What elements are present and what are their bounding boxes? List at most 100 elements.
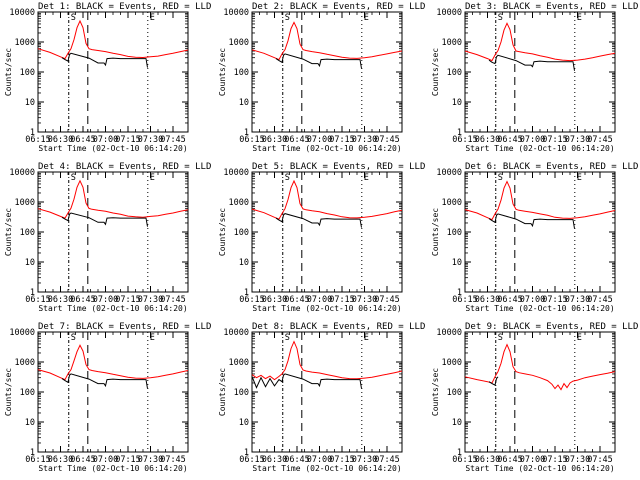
y-tick-label: 100 <box>447 388 462 398</box>
chart-title: Det 7: BLACK = Events, RED = LLD <box>38 322 211 332</box>
x-tick-label: 07:15 <box>329 295 355 305</box>
series-lld <box>37 344 189 381</box>
chart-title: Det 6: BLACK = Events, RED = LLD <box>465 162 638 172</box>
y-axis-label: Counts/sec <box>218 208 227 256</box>
x-tick-label: 07:00 <box>93 295 119 305</box>
x-tick-label: 07:45 <box>587 295 613 305</box>
chart-title: Det 2: BLACK = Events, RED = LLD <box>252 2 425 12</box>
x-tick-label: 06:45 <box>497 295 523 305</box>
y-tick-label: 10 <box>25 98 35 108</box>
x-tick-label: 06:45 <box>70 455 96 465</box>
y-tick-label: 1000 <box>229 198 249 208</box>
plot-frame <box>37 331 189 453</box>
y-tick-label: 100 <box>234 68 249 78</box>
x-tick-label: 07:45 <box>374 455 400 465</box>
x-axis-label: Start Time (02-Oct-10 06:14:20) <box>38 304 187 313</box>
x-tick-label: 07:00 <box>520 295 546 305</box>
x-tick-label: 07:15 <box>329 455 355 465</box>
series-events <box>275 213 362 228</box>
x-tick-label: 07:15 <box>115 455 141 465</box>
series-events <box>61 373 148 389</box>
marker-label: S <box>498 333 503 343</box>
series-events <box>488 213 575 229</box>
chart-title: Det 1: BLACK = Events, RED = LLD <box>38 2 211 12</box>
x-tick-label: 06:45 <box>497 455 523 465</box>
x-tick-label: 07:45 <box>374 135 400 145</box>
chart-title: Det 5: BLACK = Events, RED = LLD <box>252 162 425 172</box>
chart-panel-6: Det 6: BLACK = Events, RED = LLD 1 10 100 10… <box>431 162 638 313</box>
chart-title: Det 9: BLACK = Events, RED = LLD <box>465 322 638 332</box>
x-tick-label: 07:00 <box>307 455 333 465</box>
y-axis-label: Counts/sec <box>4 368 13 416</box>
y-tick-label: 1000 <box>15 38 35 48</box>
y-tick-label: 10 <box>239 98 249 108</box>
chart-panel-9: Det 9: BLACK = Events, RED = LLD 1 10 100 10… <box>431 322 638 473</box>
y-axis-label: Counts/sec <box>218 48 227 96</box>
y-tick-label: 1 <box>30 128 35 138</box>
y-tick-label: 100 <box>20 228 35 238</box>
marker-label: E <box>577 13 582 23</box>
x-tick-label: 06:45 <box>284 295 310 305</box>
x-axis-label: Start Time (02-Oct-10 06:14:20) <box>465 144 614 153</box>
y-tick-label: 1000 <box>442 358 462 368</box>
series-lld <box>37 179 189 219</box>
marker-label: S <box>285 13 290 23</box>
y-tick-label: 10000 <box>223 8 249 18</box>
x-tick-label: 07:30 <box>138 295 164 305</box>
chart-panel-4: Det 4: BLACK = Events, RED = LLD 1 10 100 10… <box>4 162 211 313</box>
y-tick-label: 10000 <box>9 328 35 338</box>
x-axis-label: Start Time (02-Oct-10 06:14:20) <box>252 464 401 473</box>
x-tick-label: 07:30 <box>138 135 164 145</box>
x-tick-label: 07:45 <box>160 295 186 305</box>
y-tick-label: 1 <box>30 288 35 298</box>
marker-label: S <box>498 13 503 23</box>
series-events <box>275 53 362 69</box>
x-tick-label: 06:30 <box>475 135 501 145</box>
y-tick-label: 1 <box>244 288 249 298</box>
x-axis-label: Start Time (02-Oct-10 06:14:20) <box>38 464 187 473</box>
series-lld <box>37 19 189 60</box>
chart-panel-3: Det 3: BLACK = Events, RED = LLD 1 10 100 10… <box>431 2 638 153</box>
x-tick-label: 07:00 <box>93 455 119 465</box>
x-tick-label: 06:30 <box>48 135 74 145</box>
x-tick-label: 07:00 <box>307 295 333 305</box>
series-lld <box>464 22 616 62</box>
y-tick-label: 10000 <box>223 168 249 178</box>
x-axis-label: Start Time (02-Oct-10 06:14:20) <box>38 144 187 153</box>
y-tick-label: 10 <box>452 98 462 108</box>
x-tick-label: 07:00 <box>307 135 333 145</box>
marker-label: S <box>71 13 76 23</box>
y-axis-label: Counts/sec <box>4 208 13 256</box>
x-axis-label: Start Time (02-Oct-10 06:14:20) <box>252 304 401 313</box>
x-tick-label: 06:30 <box>48 295 74 305</box>
x-tick-label: 06:30 <box>262 135 288 145</box>
y-tick-label: 10000 <box>9 8 35 18</box>
x-tick-label: 07:15 <box>542 455 568 465</box>
plot-frame <box>251 11 403 133</box>
series-events <box>61 212 148 227</box>
x-tick-label: 07:45 <box>160 135 186 145</box>
x-tick-label: 07:00 <box>93 135 119 145</box>
x-tick-label: 07:00 <box>520 135 546 145</box>
x-tick-label: 06:30 <box>262 295 288 305</box>
series-events <box>251 373 362 389</box>
y-tick-label: 1 <box>457 128 462 138</box>
x-tick-label: 07:45 <box>587 135 613 145</box>
x-tick-label: 07:30 <box>565 295 591 305</box>
y-tick-label: 10 <box>239 258 249 268</box>
y-tick-label: 1000 <box>442 38 462 48</box>
chart-title: Det 3: BLACK = Events, RED = LLD <box>465 2 638 12</box>
x-tick-label: 06:45 <box>497 135 523 145</box>
y-tick-label: 10000 <box>223 328 249 338</box>
y-tick-label: 10 <box>239 418 249 428</box>
x-tick-label: 06:45 <box>70 135 96 145</box>
marker-label: S <box>71 173 76 183</box>
y-tick-label: 10 <box>25 418 35 428</box>
y-tick-label: 100 <box>20 388 35 398</box>
marker-label: E <box>577 173 582 183</box>
x-tick-label: 06:15 <box>452 135 478 145</box>
x-tick-label: 07:00 <box>520 455 546 465</box>
y-tick-label: 10000 <box>436 168 462 178</box>
y-axis-label: Counts/sec <box>4 48 13 96</box>
x-tick-label: 06:15 <box>25 455 51 465</box>
